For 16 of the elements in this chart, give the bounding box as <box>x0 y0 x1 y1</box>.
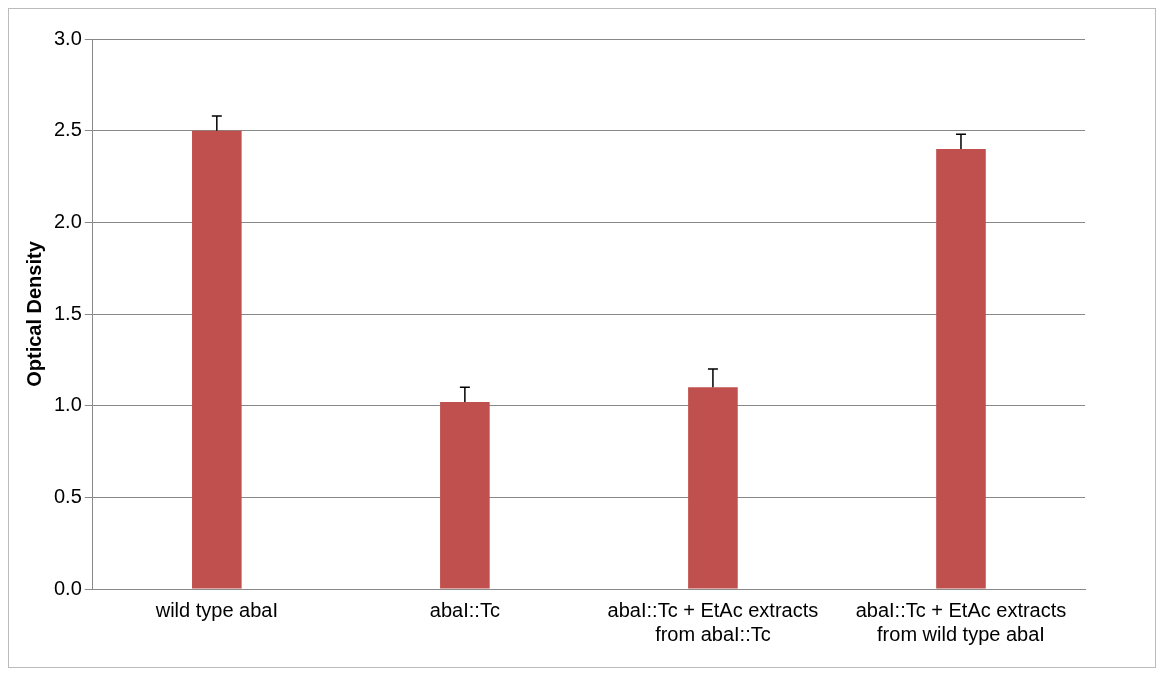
x-tick-label: abaI::Tc <box>429 598 500 621</box>
bar <box>440 402 490 589</box>
y-tick-label: 0.5 <box>53 484 82 507</box>
y-tick-label: 2.0 <box>53 209 82 232</box>
x-tick-label: wild type abaI <box>154 598 278 621</box>
bar <box>936 149 986 589</box>
x-tick-label: abaI::Tc + EtAc extracts from abaI::Tc <box>607 598 819 645</box>
y-tick-label: 3.0 <box>53 26 82 49</box>
y-tick-label: 2.5 <box>53 118 82 141</box>
y-axis-title: Optical Density <box>22 240 45 387</box>
y-tick-label: 1.5 <box>53 301 82 324</box>
y-tick-label: 1.0 <box>53 393 82 416</box>
bar <box>192 130 242 589</box>
y-tick-label: 0.0 <box>53 576 82 599</box>
bar <box>688 387 738 589</box>
x-tick-label: abaI::Tc + EtAc extracts from wild type abaI <box>855 598 1067 645</box>
